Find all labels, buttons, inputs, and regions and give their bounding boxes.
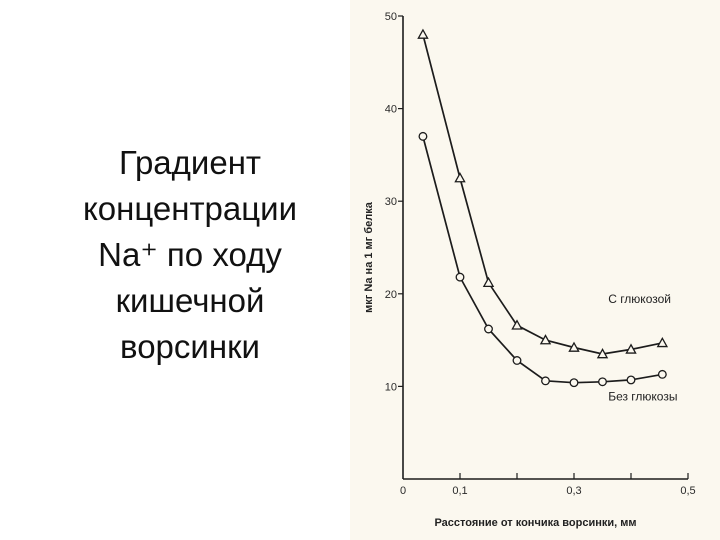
with-glucose-label: С глюкозой — [608, 292, 671, 306]
circle-marker — [455, 272, 465, 282]
title-line: кишечной — [115, 282, 265, 319]
y-tick-label: 20 — [385, 289, 397, 301]
y-axis-title: мкг Na на 1 мг белка — [363, 201, 375, 313]
x-tick-label: 0,1 — [452, 485, 467, 497]
circle-marker — [541, 376, 550, 386]
x-axis-title: Расстояние от кончика ворсинки, мм — [434, 517, 636, 529]
y-tick-label: 50 — [385, 11, 397, 23]
triangle-marker — [656, 336, 669, 348]
circle-marker — [484, 324, 493, 334]
without-glucose-label: Без глюкозы — [608, 389, 677, 403]
chart-labels: Расстояние от кончика ворсинки, мм мкг Na… — [363, 201, 677, 529]
triangle-marker — [482, 276, 495, 288]
circle-marker — [657, 369, 667, 379]
series-lines — [422, 34, 663, 384]
y-tick-label: 10 — [385, 381, 397, 393]
chart-axes — [402, 16, 688, 480]
series-markers — [417, 28, 669, 388]
circle-marker — [418, 131, 428, 141]
axis-ticks: 10 20 30 40 50 0 0,1 0,3 0,5 — [385, 11, 696, 497]
circle-marker — [626, 375, 636, 385]
title-line: концентрации — [82, 190, 298, 227]
slide-title: Градиент концентрации Na⁺ по ходу кишечн… — [40, 140, 340, 370]
triangle-marker — [596, 348, 609, 359]
circle-marker — [569, 378, 579, 388]
x-tick-label: 0,5 — [680, 485, 695, 497]
x-tick-label: 0,3 — [566, 485, 581, 497]
circle-marker — [598, 377, 607, 387]
chart-background — [350, 0, 720, 540]
with-glucose-line — [422, 34, 663, 355]
triangle-marker — [539, 334, 552, 345]
title-line: Na⁺ по ходу — [98, 236, 282, 273]
title-line: Градиент — [118, 144, 262, 181]
triangle-marker — [511, 319, 523, 330]
triangle-marker — [568, 341, 580, 352]
circle-marker — [512, 356, 522, 365]
triangle-marker — [417, 28, 429, 39]
triangle-marker — [625, 343, 637, 354]
y-tick-label: 40 — [385, 104, 397, 116]
y-tick-label: 30 — [385, 196, 397, 208]
triangle-marker — [454, 172, 466, 183]
x-tick-label: 0 — [400, 485, 406, 497]
title-line: ворсинки — [120, 328, 260, 365]
